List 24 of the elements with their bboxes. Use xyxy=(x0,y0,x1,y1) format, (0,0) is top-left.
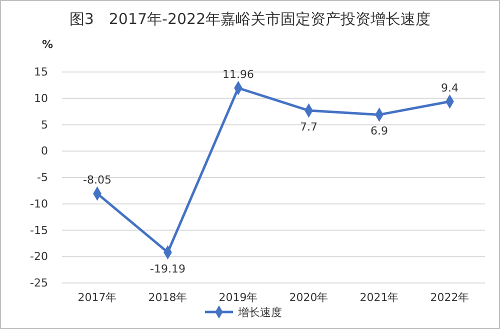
data-label: 6.9 xyxy=(370,124,388,138)
data-label: -19.19 xyxy=(150,262,186,276)
y-axis-title: % xyxy=(42,38,54,51)
x-tick-label: 2018年 xyxy=(148,290,188,304)
x-tick-label: 2022年 xyxy=(430,290,470,304)
y-tick-label: 0 xyxy=(41,144,48,158)
y-tick-label: -10 xyxy=(30,197,48,210)
x-tick-label: 2017年 xyxy=(78,290,117,304)
x-tick-label: 2021年 xyxy=(360,290,399,304)
data-label: -8.05 xyxy=(83,174,112,187)
y-tick-label: -15 xyxy=(30,224,48,237)
x-tick-label: 2019年 xyxy=(218,290,258,304)
y-tick-label: 10 xyxy=(34,92,48,105)
y-tick-label: -25 xyxy=(30,276,48,290)
data-label: 11.96 xyxy=(222,68,254,82)
y-tick-label: 15 xyxy=(34,66,48,79)
legend-label: 增长速度 xyxy=(237,306,282,319)
y-tick-label: 5 xyxy=(41,118,48,132)
x-tick-label: 2020年 xyxy=(289,290,328,304)
y-tick-label: -5 xyxy=(37,171,48,184)
data-label: 7.7 xyxy=(300,120,318,134)
y-tick-label: -20 xyxy=(30,250,48,264)
data-label: 9.4 xyxy=(441,82,458,95)
chart-title: 图3 2017年-2022年嘉峪关市固定资产投资增长速度 xyxy=(69,10,431,28)
